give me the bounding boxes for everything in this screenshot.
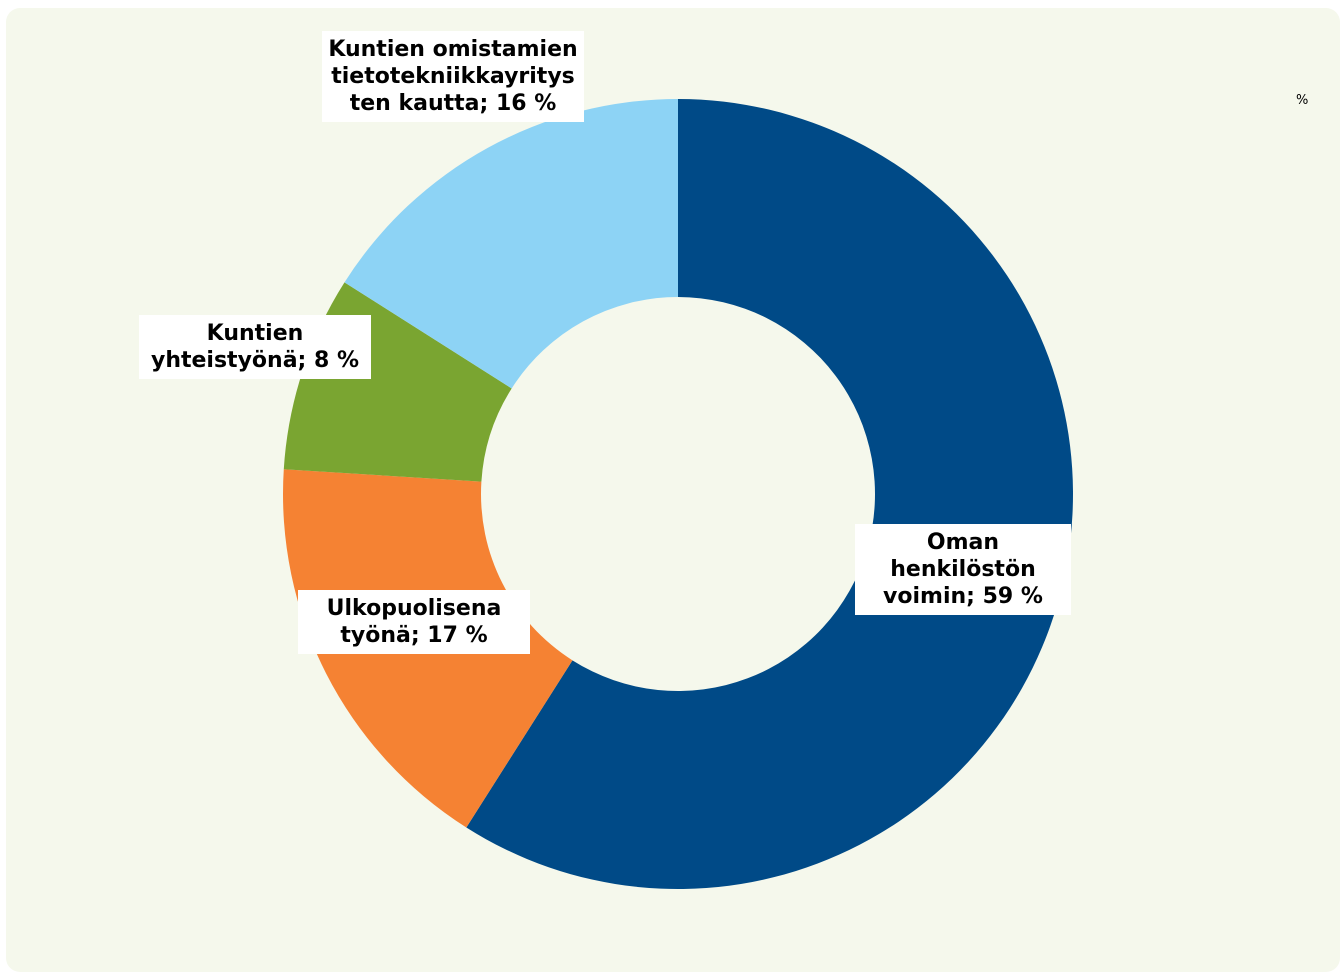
data-label: Oman henkilöstön voimin; 59 %: [855, 524, 1071, 615]
donut-slice: [466, 99, 1073, 889]
data-label: Ulkopuolisena työnä; 17 %: [298, 590, 530, 654]
data-label: Kuntien omistamien tietotekniikkayrityst…: [322, 31, 584, 122]
unit-label: %: [1296, 93, 1309, 108]
data-label: Kuntien yhteistyönä; 8 %: [139, 315, 371, 379]
donut-slice: [344, 99, 678, 389]
